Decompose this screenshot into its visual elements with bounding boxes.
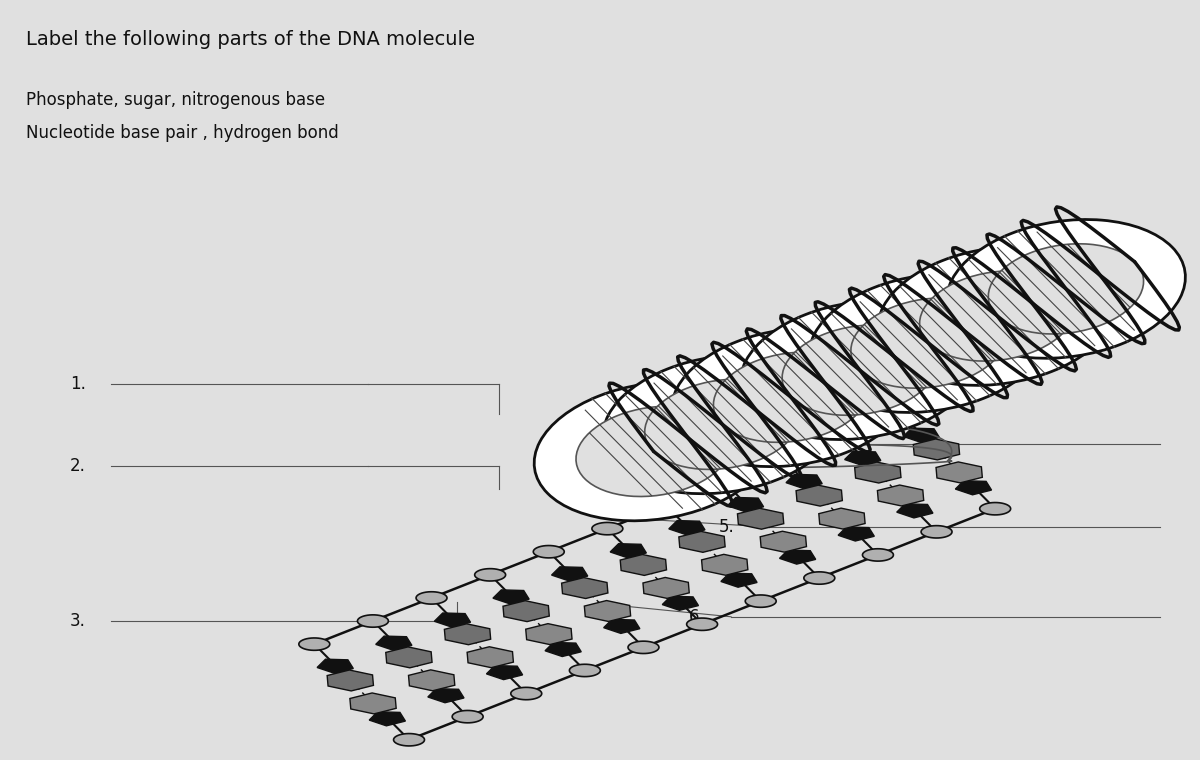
Polygon shape bbox=[760, 531, 806, 553]
Polygon shape bbox=[503, 600, 550, 622]
Polygon shape bbox=[444, 624, 491, 644]
Ellipse shape bbox=[644, 379, 800, 470]
Polygon shape bbox=[662, 597, 698, 610]
Text: 3.: 3. bbox=[70, 612, 85, 629]
Polygon shape bbox=[936, 462, 983, 483]
Polygon shape bbox=[838, 527, 875, 541]
Polygon shape bbox=[394, 733, 425, 746]
Polygon shape bbox=[745, 595, 776, 607]
Text: Phosphate, sugar, nitrogenous base: Phosphate, sugar, nitrogenous base bbox=[25, 90, 325, 109]
Polygon shape bbox=[545, 642, 581, 657]
Polygon shape bbox=[370, 712, 406, 726]
Polygon shape bbox=[721, 573, 757, 587]
Polygon shape bbox=[428, 689, 464, 703]
Ellipse shape bbox=[947, 220, 1186, 358]
Polygon shape bbox=[317, 659, 353, 673]
Polygon shape bbox=[863, 549, 894, 561]
Polygon shape bbox=[486, 666, 523, 679]
Polygon shape bbox=[827, 430, 857, 442]
Text: Nucleotide base pair , hydrogen bond: Nucleotide base pair , hydrogen bond bbox=[25, 125, 338, 142]
Polygon shape bbox=[493, 590, 529, 604]
Ellipse shape bbox=[740, 301, 979, 439]
Polygon shape bbox=[416, 592, 448, 604]
Ellipse shape bbox=[851, 298, 1006, 388]
Polygon shape bbox=[511, 687, 541, 700]
Polygon shape bbox=[818, 508, 865, 529]
Polygon shape bbox=[786, 474, 822, 489]
Polygon shape bbox=[620, 555, 666, 575]
Polygon shape bbox=[727, 498, 763, 511]
Polygon shape bbox=[358, 615, 389, 627]
Polygon shape bbox=[376, 636, 412, 650]
Polygon shape bbox=[643, 578, 689, 598]
Polygon shape bbox=[896, 504, 932, 518]
Text: 1.: 1. bbox=[70, 375, 85, 393]
Polygon shape bbox=[686, 618, 718, 631]
Polygon shape bbox=[628, 641, 659, 654]
Polygon shape bbox=[796, 485, 842, 506]
Polygon shape bbox=[854, 462, 901, 483]
Text: 6.: 6. bbox=[689, 608, 706, 625]
Text: 2.: 2. bbox=[70, 458, 85, 476]
Polygon shape bbox=[328, 670, 373, 691]
Polygon shape bbox=[904, 428, 940, 442]
Polygon shape bbox=[922, 526, 952, 538]
Text: Label the following parts of the DNA molecule: Label the following parts of the DNA mol… bbox=[25, 30, 475, 49]
Polygon shape bbox=[434, 613, 470, 627]
Polygon shape bbox=[408, 670, 455, 691]
Polygon shape bbox=[592, 522, 623, 535]
Polygon shape bbox=[955, 481, 991, 495]
Polygon shape bbox=[709, 477, 740, 489]
Ellipse shape bbox=[809, 274, 1048, 413]
Ellipse shape bbox=[602, 355, 841, 494]
Polygon shape bbox=[350, 693, 396, 714]
Polygon shape bbox=[650, 499, 682, 511]
Polygon shape bbox=[768, 453, 799, 465]
Polygon shape bbox=[780, 550, 816, 564]
Ellipse shape bbox=[672, 328, 911, 467]
Polygon shape bbox=[526, 624, 572, 644]
Polygon shape bbox=[570, 664, 600, 676]
Polygon shape bbox=[738, 508, 784, 529]
Polygon shape bbox=[702, 554, 748, 575]
Polygon shape bbox=[452, 711, 484, 723]
Polygon shape bbox=[604, 619, 640, 633]
Polygon shape bbox=[562, 578, 608, 599]
Polygon shape bbox=[552, 567, 588, 581]
Ellipse shape bbox=[989, 244, 1144, 334]
Text: 4.: 4. bbox=[719, 435, 734, 453]
Ellipse shape bbox=[534, 382, 773, 521]
Text: 5.: 5. bbox=[719, 518, 734, 536]
Polygon shape bbox=[804, 572, 835, 584]
Polygon shape bbox=[845, 451, 881, 465]
Ellipse shape bbox=[877, 246, 1117, 385]
Polygon shape bbox=[610, 543, 647, 558]
Polygon shape bbox=[877, 485, 924, 506]
Ellipse shape bbox=[714, 352, 869, 442]
Polygon shape bbox=[299, 638, 330, 651]
Polygon shape bbox=[979, 502, 1010, 515]
Ellipse shape bbox=[576, 407, 731, 496]
Polygon shape bbox=[467, 647, 514, 668]
Polygon shape bbox=[913, 439, 960, 460]
Ellipse shape bbox=[919, 271, 1075, 361]
Polygon shape bbox=[668, 521, 704, 534]
Ellipse shape bbox=[782, 325, 937, 415]
Polygon shape bbox=[475, 568, 505, 581]
Polygon shape bbox=[679, 531, 725, 553]
Polygon shape bbox=[385, 647, 432, 668]
Polygon shape bbox=[886, 407, 916, 420]
Polygon shape bbox=[584, 600, 631, 622]
Polygon shape bbox=[533, 546, 564, 558]
